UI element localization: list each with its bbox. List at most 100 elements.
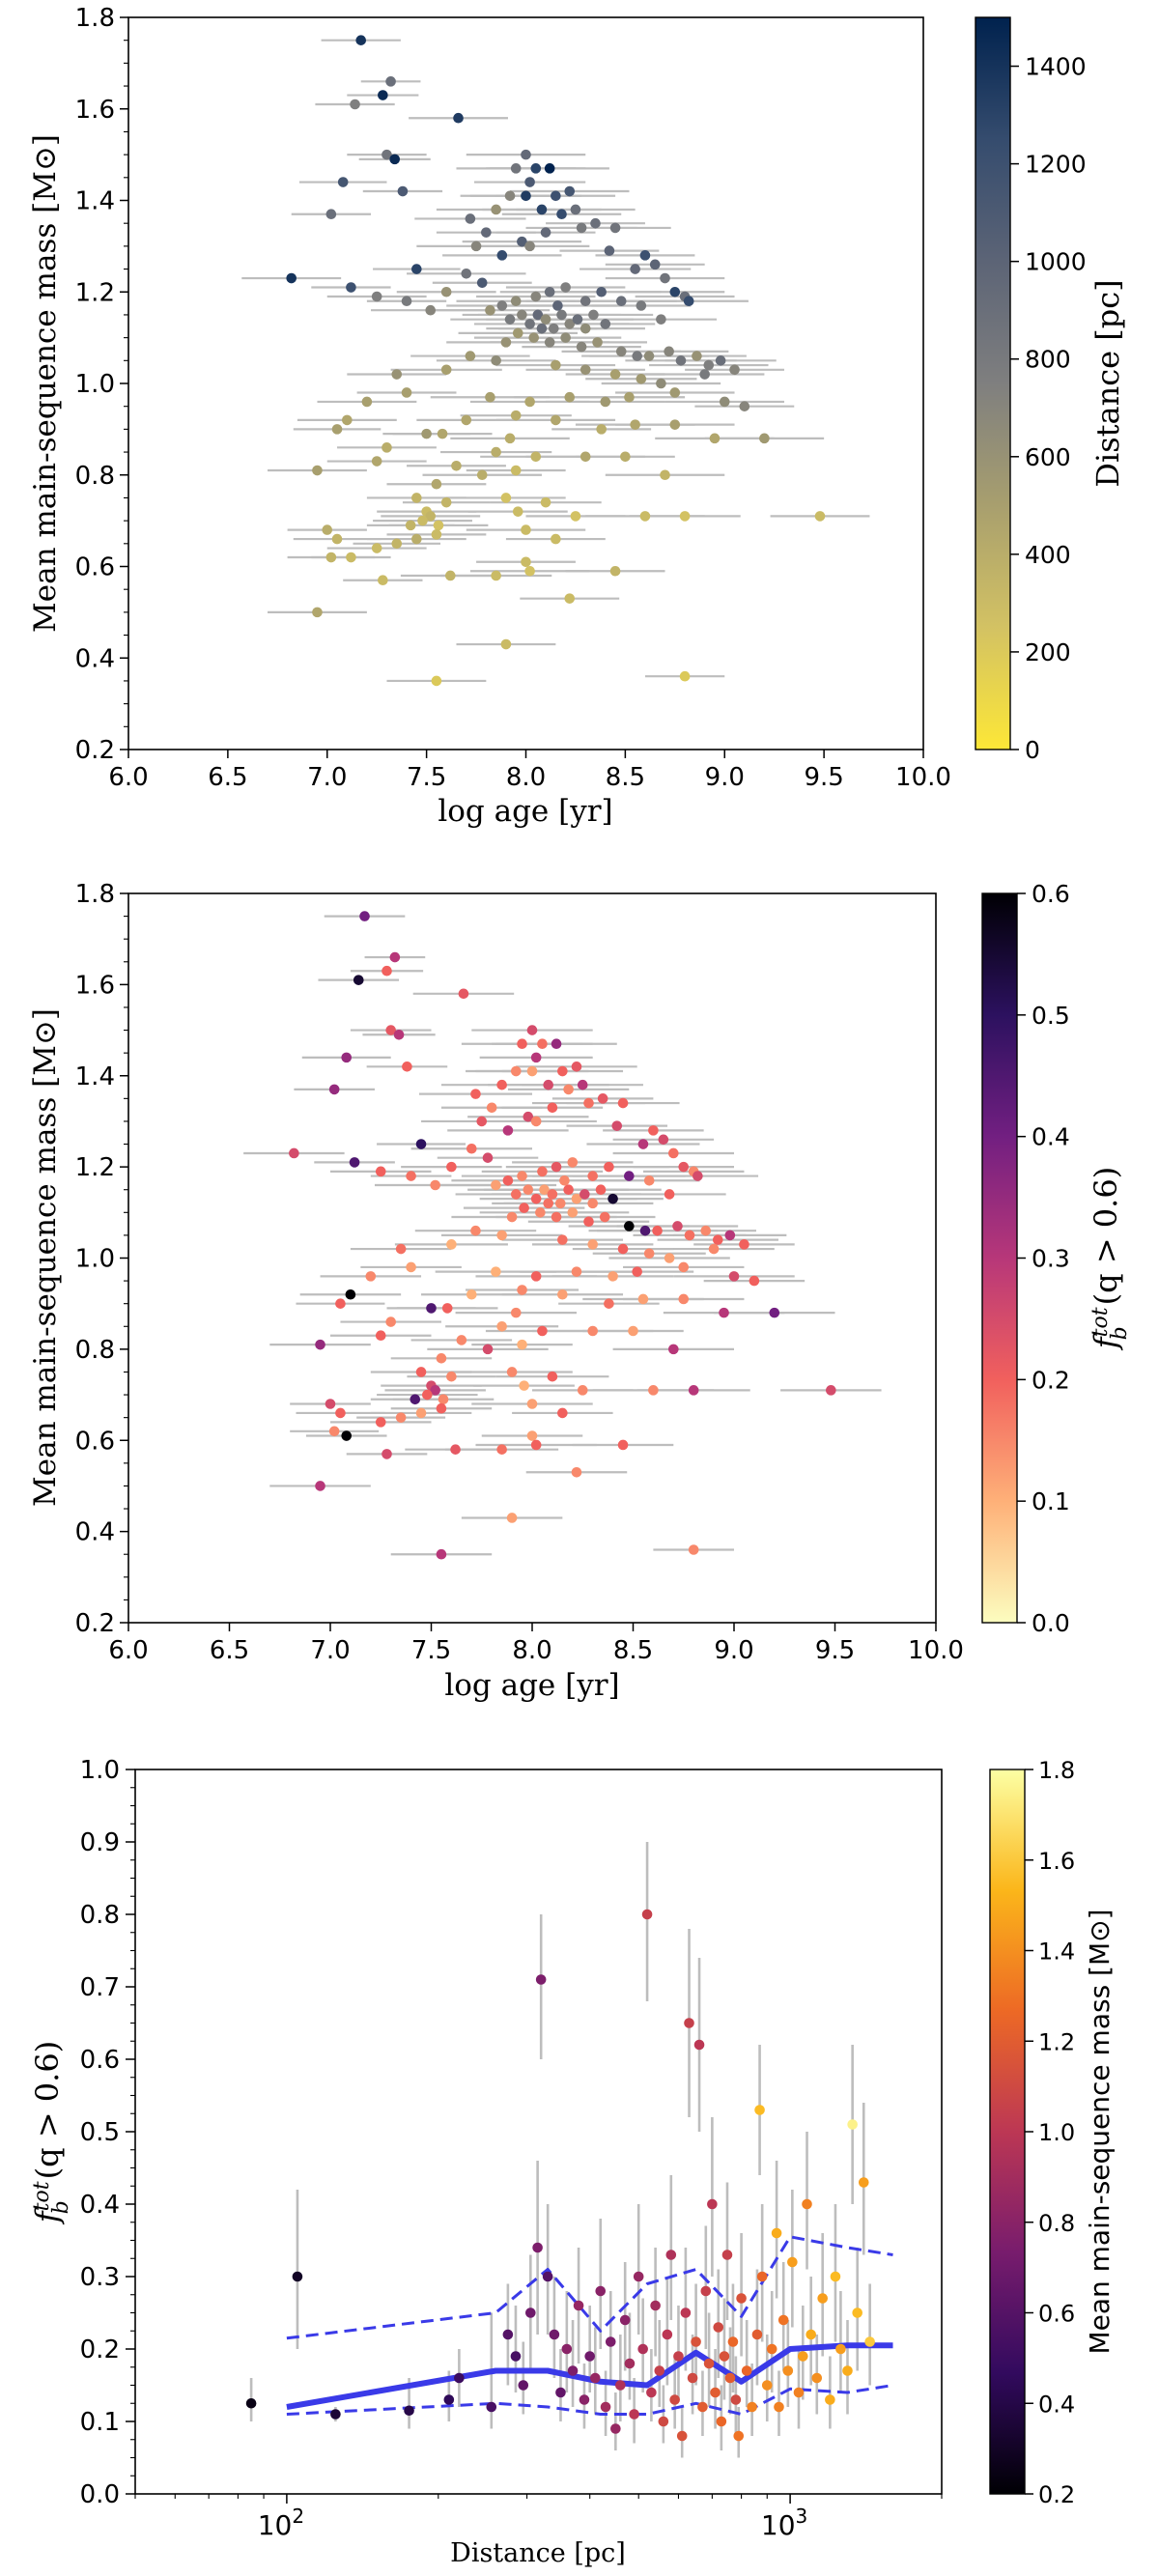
data-point — [571, 1266, 582, 1277]
data-point — [375, 1330, 386, 1342]
x-tick-label: 103 — [761, 2505, 807, 2541]
data-point — [519, 1380, 529, 1391]
data-point — [637, 1293, 649, 1305]
data-point — [443, 2394, 455, 2405]
data-point — [365, 1271, 377, 1282]
data-point — [523, 1184, 534, 1196]
x-ticks-top: 6.0 6.5 7.0 7.5 8.0 8.5 9.0 9.5 10.0 — [108, 750, 951, 792]
data-point — [445, 570, 456, 581]
colorbar-tick-label: 0.1 — [1032, 1487, 1070, 1515]
plot-frame-middle — [127, 892, 937, 1624]
data-point — [524, 177, 535, 187]
y-axis-label-bottom: ftotb(q > 0.6) — [29, 2041, 73, 2224]
x-tick-base: 10 — [761, 2509, 796, 2541]
y-tick-label: 0.4 — [75, 644, 115, 673]
data-point — [433, 520, 444, 531]
data-point — [430, 1179, 440, 1191]
data-point — [721, 2250, 733, 2260]
data-point — [583, 1216, 594, 1228]
data-point — [766, 2343, 777, 2355]
data-point — [440, 364, 452, 376]
data-point — [485, 391, 495, 403]
colorbar-tick-label: 0.8 — [1038, 2210, 1075, 2237]
data-point — [385, 1025, 397, 1035]
data-point — [500, 493, 512, 503]
data-point — [629, 2409, 639, 2420]
data-point — [342, 414, 353, 426]
data-point — [524, 319, 535, 329]
data-point — [577, 1079, 588, 1090]
data-point — [547, 1102, 558, 1114]
data-point — [426, 1303, 437, 1314]
x-tick-label: 6.0 — [108, 763, 148, 792]
panel-middle: 6.0 6.5 7.0 7.5 8.0 8.5 9.0 9.5 10.0 0.20.40.60.… — [28, 880, 1132, 1703]
data-point — [669, 387, 681, 398]
data-point — [595, 2285, 607, 2297]
colorbar-ticks-top: 0 200 400 600 800 1000 1200 1400 — [1010, 53, 1087, 764]
data-point — [397, 185, 409, 197]
data-point — [560, 332, 571, 343]
data-point — [551, 1211, 562, 1223]
data-point — [530, 163, 542, 174]
data-point — [346, 552, 356, 563]
data-point — [551, 533, 561, 545]
data-point — [437, 428, 448, 439]
data-point — [826, 1385, 836, 1396]
data-point — [842, 2365, 853, 2376]
x-tick-label: 9.5 — [815, 1636, 855, 1665]
y-ticks-top: 0.2 0.4 0.6 0.8 1.0 1.2 1.4 1.6 1.8 — [75, 4, 128, 765]
data-point — [331, 424, 343, 435]
data-point — [724, 1230, 736, 1241]
data-point — [693, 1171, 703, 1181]
data-point — [774, 2401, 784, 2413]
y-tick-label: 0.6 — [80, 2046, 120, 2075]
x-tick-label: 7.0 — [307, 763, 347, 792]
data-point — [608, 1193, 618, 1204]
data-point — [453, 112, 464, 124]
data-point — [530, 291, 542, 302]
data-point — [382, 965, 392, 977]
data-point — [532, 309, 544, 321]
data-point — [328, 1084, 340, 1095]
data-point — [583, 1097, 594, 1109]
data-point — [656, 378, 666, 389]
data-point — [609, 222, 621, 234]
data-point — [703, 2358, 715, 2369]
data-point — [580, 296, 591, 307]
points-middle — [289, 911, 836, 1560]
data-point — [510, 296, 522, 307]
data-point — [700, 1225, 712, 1236]
x-ticks-middle: 6.0 6.5 7.0 7.5 8.0 8.5 9.0 9.5 10.0 — [108, 1623, 964, 1665]
colorbar-tick-label: 200 — [1025, 638, 1071, 666]
data-point — [624, 391, 635, 403]
data-point — [446, 1371, 457, 1382]
data-point — [466, 1143, 477, 1154]
x-axis-label-middle: log age [yr] — [444, 1668, 619, 1703]
colorbar-tick-label: 1.2 — [1038, 2028, 1075, 2055]
x-tick-label: 10.0 — [908, 1636, 964, 1665]
y-label-sub: b — [49, 2200, 73, 2214]
data-point — [476, 1116, 488, 1127]
data-point — [557, 1288, 568, 1300]
data-point — [371, 456, 382, 467]
data-point — [552, 300, 563, 311]
data-point — [571, 1193, 582, 1204]
data-point — [359, 911, 370, 921]
data-point — [325, 552, 337, 563]
data-point — [703, 359, 715, 371]
data-point — [506, 1367, 518, 1377]
colorbar-ticks-bottom: 0.2 0.4 0.6 0.8 1.0 1.2 1.4 1.6 1.8 — [1025, 1757, 1075, 2508]
data-point — [330, 2409, 341, 2420]
y-tick-label: 0.3 — [80, 2263, 120, 2292]
data-point — [557, 1234, 568, 1245]
data-point — [564, 593, 576, 604]
data-point — [619, 2314, 631, 2326]
data-point — [504, 314, 516, 325]
data-point — [567, 2365, 579, 2376]
data-point — [782, 2365, 794, 2376]
data-point — [747, 2401, 757, 2413]
colorbar-label-rest: (q > 0.6) — [1088, 1167, 1124, 1306]
data-point — [289, 1147, 299, 1159]
colorbar-label-sub: b — [1108, 1326, 1132, 1340]
data-point — [510, 1307, 522, 1318]
